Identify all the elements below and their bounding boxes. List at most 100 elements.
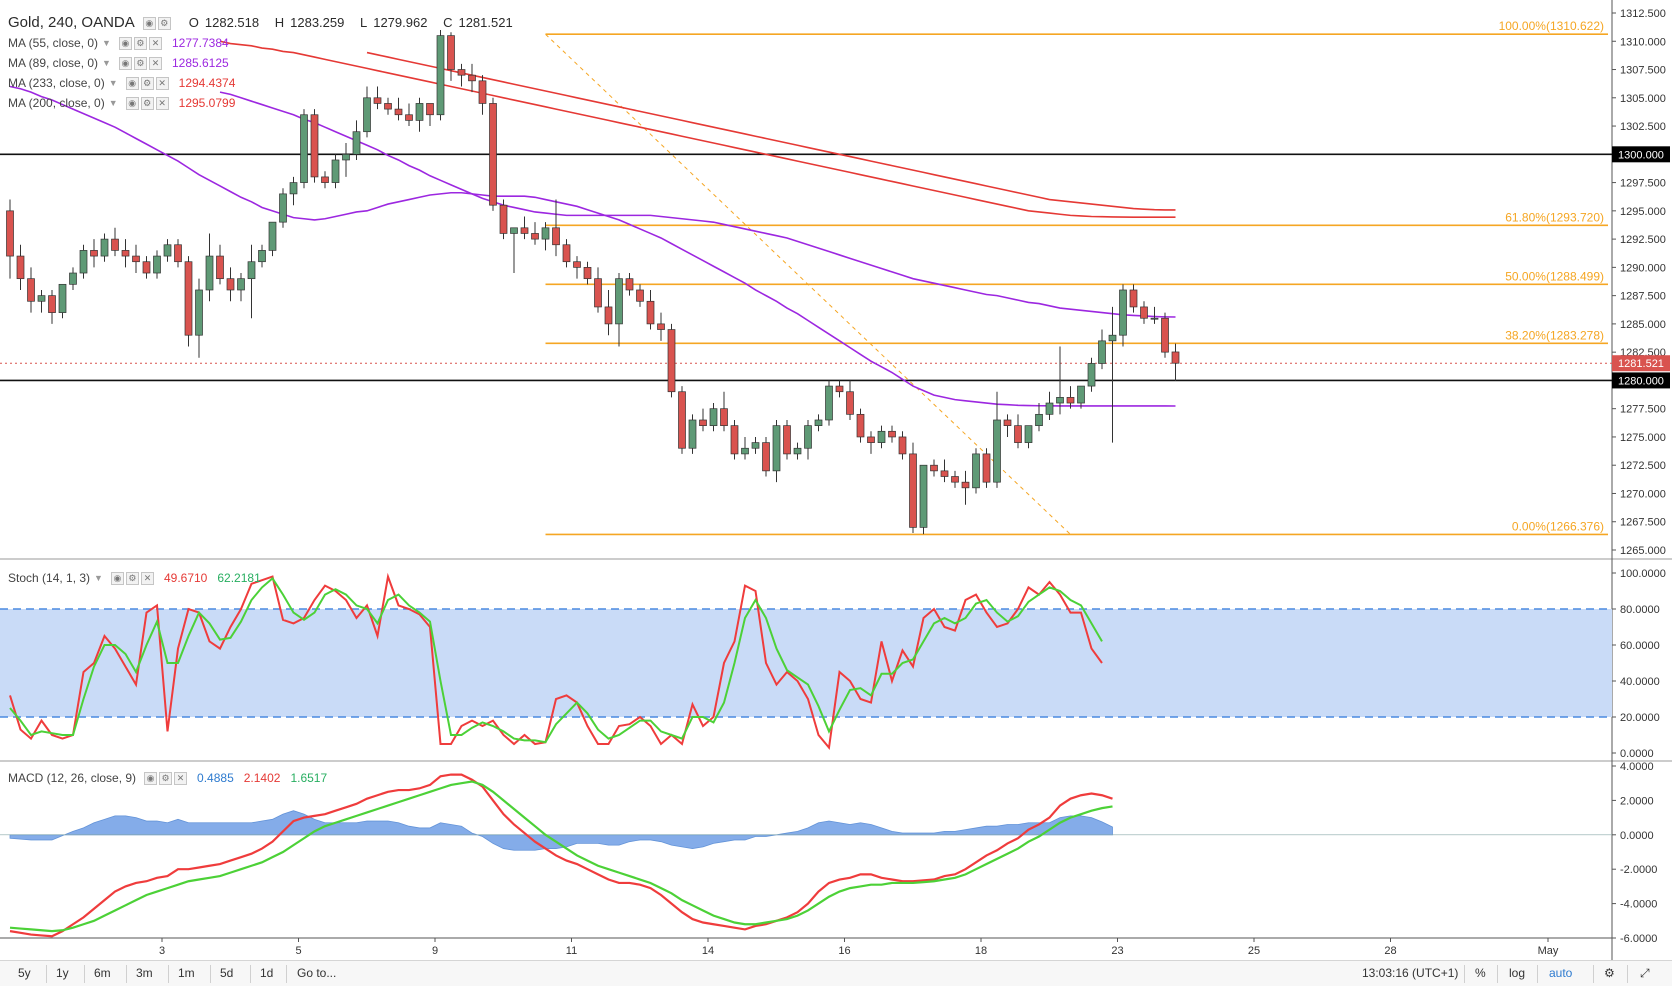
candle-body: [279, 193, 287, 223]
eye-icon[interactable]: ◉: [144, 771, 158, 785]
close-icon[interactable]: ✕: [174, 771, 188, 785]
price-badge-label: 1280.000: [1618, 375, 1664, 387]
candle-body: [1119, 289, 1127, 336]
candle-body: [636, 289, 644, 302]
macd-tick-label: 4.0000: [1620, 761, 1654, 773]
candle-body: [499, 204, 508, 234]
candle-body: [1035, 413, 1043, 426]
eye-icon[interactable]: ◉: [125, 76, 139, 90]
eye-icon[interactable]: ◉: [142, 16, 156, 30]
range-5d[interactable]: 5d: [220, 966, 234, 980]
candle-body: [195, 289, 203, 336]
clock-time: 13:03:16 (UTC+1): [1362, 966, 1459, 980]
chevron-down-icon[interactable]: ▼: [108, 78, 118, 88]
chevron-down-icon[interactable]: ▼: [94, 573, 103, 583]
indicator-row: MA (200, close, 0) ▼ ◉ ⚙ ✕ 1295.0799: [8, 93, 513, 113]
candle-body: [972, 453, 980, 489]
stoch-k-line: [9, 572, 1103, 750]
candle-body: [867, 436, 875, 443]
settings-icon[interactable]: ⚙: [133, 56, 147, 70]
candle-body: [856, 413, 865, 438]
candle-body: [730, 425, 739, 455]
candle-body: [352, 131, 361, 155]
macd-line-value: 2.1402: [243, 771, 281, 785]
range-1m[interactable]: 1m: [178, 966, 195, 980]
stoch-d-value: 62.2181: [217, 571, 261, 585]
fullscreen-icon[interactable]: ⤢: [1640, 966, 1650, 980]
candle-body: [772, 425, 781, 472]
eye-icon[interactable]: ◉: [110, 571, 124, 585]
range-5y[interactable]: 5y: [18, 966, 31, 980]
close-icon[interactable]: ✕: [155, 96, 169, 110]
auto-toggle[interactable]: auto: [1549, 966, 1573, 980]
candle-body: [951, 476, 959, 483]
high-value: 1283.259: [290, 15, 345, 30]
settings-icon[interactable]: ⚙: [140, 76, 154, 90]
eye-icon[interactable]: ◉: [118, 56, 132, 70]
price-tick-label: 1265.000: [1620, 545, 1666, 557]
candle-body: [121, 250, 130, 257]
macd-tick-label: 0.0000: [1620, 830, 1654, 842]
candle-body: [48, 295, 56, 313]
log-toggle[interactable]: log: [1509, 966, 1526, 980]
range-1d[interactable]: 1d: [260, 966, 274, 980]
close-icon[interactable]: ✕: [155, 76, 169, 90]
price-tick-label: 1295.000: [1620, 206, 1666, 218]
chevron-down-icon[interactable]: ▼: [108, 98, 118, 108]
eye-icon[interactable]: ◉: [125, 96, 139, 110]
chart-canvas[interactable]: 1312.500 1310.000 1307.500 1305.000 1302.500…: [0, 0, 1672, 960]
fib-trend-line[interactable]: [545, 33, 1071, 535]
settings-icon[interactable]: ⚙: [1604, 966, 1615, 980]
candle-body: [426, 103, 434, 116]
range-6m[interactable]: 6m: [94, 966, 111, 980]
settings-icon[interactable]: ⚙: [133, 36, 147, 50]
candle-body: [1171, 351, 1180, 364]
percent-toggle[interactable]: %: [1475, 966, 1486, 980]
candle-body: [594, 278, 602, 308]
candle-body: [531, 233, 539, 240]
candle-body: [898, 436, 907, 455]
candle-body: [363, 97, 371, 133]
indicator-row: MA (89, close, 0) ▼ ◉ ⚙ ✕ 1285.6125: [8, 53, 513, 73]
goto-button[interactable]: Go to...: [297, 966, 337, 980]
close-icon[interactable]: ✕: [140, 571, 154, 585]
chevron-down-icon[interactable]: ▼: [102, 38, 111, 48]
candle-body: [16, 255, 25, 280]
symbol-buttons: ◉ ⚙: [142, 16, 171, 30]
price-tick-label: 1272.500: [1620, 460, 1666, 472]
settings-icon[interactable]: ⚙: [125, 571, 139, 585]
price-tick-label: 1275.000: [1620, 432, 1666, 444]
candle-body: [604, 306, 613, 325]
candle-body: [111, 238, 119, 251]
symbol-row: Gold, 240, OANDA ◉ ⚙ O 1282.518 H 1283.259…: [8, 13, 513, 33]
candle-body: [615, 278, 623, 325]
eye-icon[interactable]: ◉: [118, 36, 132, 50]
range-3m[interactable]: 3m: [136, 966, 153, 980]
settings-icon[interactable]: ⚙: [140, 96, 154, 110]
signal-line: [9, 780, 1113, 933]
settings-icon[interactable]: ⚙: [159, 771, 173, 785]
candle-body: [153, 255, 161, 274]
candle-body: [825, 385, 833, 421]
stoch-legend: Stoch (14, 1, 3) ▼ ◉ ⚙ ✕ 49.6710 62.2181: [8, 568, 261, 588]
candle-body: [877, 430, 886, 443]
candle-body: [1045, 402, 1054, 415]
time-tick-label: 25: [1248, 945, 1260, 957]
candle-body: [804, 425, 812, 449]
indicator-label: MA (233, close, 0): [8, 76, 105, 90]
settings-icon[interactable]: ⚙: [157, 16, 171, 30]
chevron-down-icon[interactable]: ▼: [102, 58, 111, 68]
candle-body: [27, 278, 35, 302]
candle-body: [520, 227, 529, 234]
ma233-line: [219, 40, 1176, 219]
close-icon[interactable]: ✕: [148, 56, 162, 70]
time-tick-label: 3: [159, 945, 165, 957]
candle-body: [762, 442, 770, 472]
close-icon[interactable]: ✕: [148, 36, 162, 50]
candle-body: [709, 408, 718, 426]
candle-body: [205, 255, 214, 291]
range-1y[interactable]: 1y: [56, 966, 69, 980]
stoch-tick-label: 20.0000: [1620, 712, 1660, 724]
candle-body: [940, 470, 949, 477]
